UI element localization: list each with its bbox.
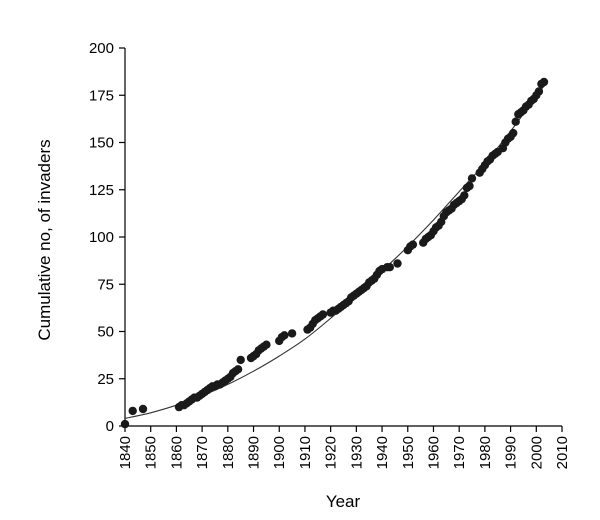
data-point — [120, 419, 130, 429]
x-tick-label: 1930 — [348, 436, 365, 469]
trend-line — [124, 85, 545, 419]
data-point — [280, 331, 289, 340]
data-point — [236, 355, 245, 365]
y-axis: 0 25 50 75 100 125 150 175 200 — [89, 40, 126, 435]
x-tick-label: 2000 — [528, 436, 545, 469]
y-axis-title: Cumulative no, of invaders — [35, 139, 54, 340]
data-point — [128, 406, 137, 416]
data-point — [460, 191, 469, 200]
data-point — [233, 365, 243, 374]
y-tick-label: 150 — [89, 135, 114, 152]
x-tick-label: 1990 — [503, 436, 520, 469]
x-tick-label: 1880 — [220, 436, 237, 469]
x-tick-label: 1860 — [168, 436, 185, 469]
x-axis-title: Year — [326, 492, 361, 511]
x-tick-label: 1950 — [400, 436, 417, 469]
x-tick-label: 1900 — [271, 436, 288, 469]
y-tick-label: 200 — [89, 40, 114, 57]
data-point — [318, 310, 328, 319]
trend-layer — [124, 85, 545, 419]
x-tick-label: 1970 — [451, 436, 468, 469]
x-tick-label: 1980 — [477, 436, 494, 469]
data-point — [138, 404, 148, 414]
data-point — [511, 117, 520, 126]
x-axis: 1840 1850 1860 1870 1880 1890 1900 1910 1920 1930… — [117, 425, 571, 469]
data-point — [509, 128, 518, 138]
x-tick-label: 1840 — [117, 436, 134, 469]
data-point — [408, 240, 418, 249]
data-point — [393, 259, 402, 268]
x-tick-label: 1850 — [143, 436, 160, 469]
data-point — [467, 174, 477, 183]
y-tick-label: 0 — [106, 418, 114, 435]
data-point — [385, 263, 394, 272]
x-tick-label: 1940 — [374, 436, 391, 469]
data-point — [262, 340, 271, 349]
x-tick-label: 2010 — [554, 436, 571, 469]
data-point — [534, 87, 544, 96]
data-point — [287, 329, 297, 338]
x-tick-label: 1870 — [194, 436, 211, 469]
x-tick-label: 1960 — [425, 436, 442, 469]
y-tick-label: 25 — [97, 371, 114, 388]
points-layer — [120, 77, 549, 429]
y-tick-label: 50 — [97, 324, 114, 341]
x-tick-label: 1910 — [297, 436, 314, 469]
y-tick-label: 100 — [89, 229, 114, 246]
y-tick-label: 175 — [89, 87, 114, 104]
y-tick-label: 125 — [89, 182, 114, 199]
data-point — [465, 181, 474, 191]
data-point — [539, 77, 549, 87]
x-tick-label: 1920 — [323, 436, 340, 469]
y-tick-label: 75 — [97, 276, 114, 293]
x-tick-label: 1890 — [246, 436, 263, 469]
